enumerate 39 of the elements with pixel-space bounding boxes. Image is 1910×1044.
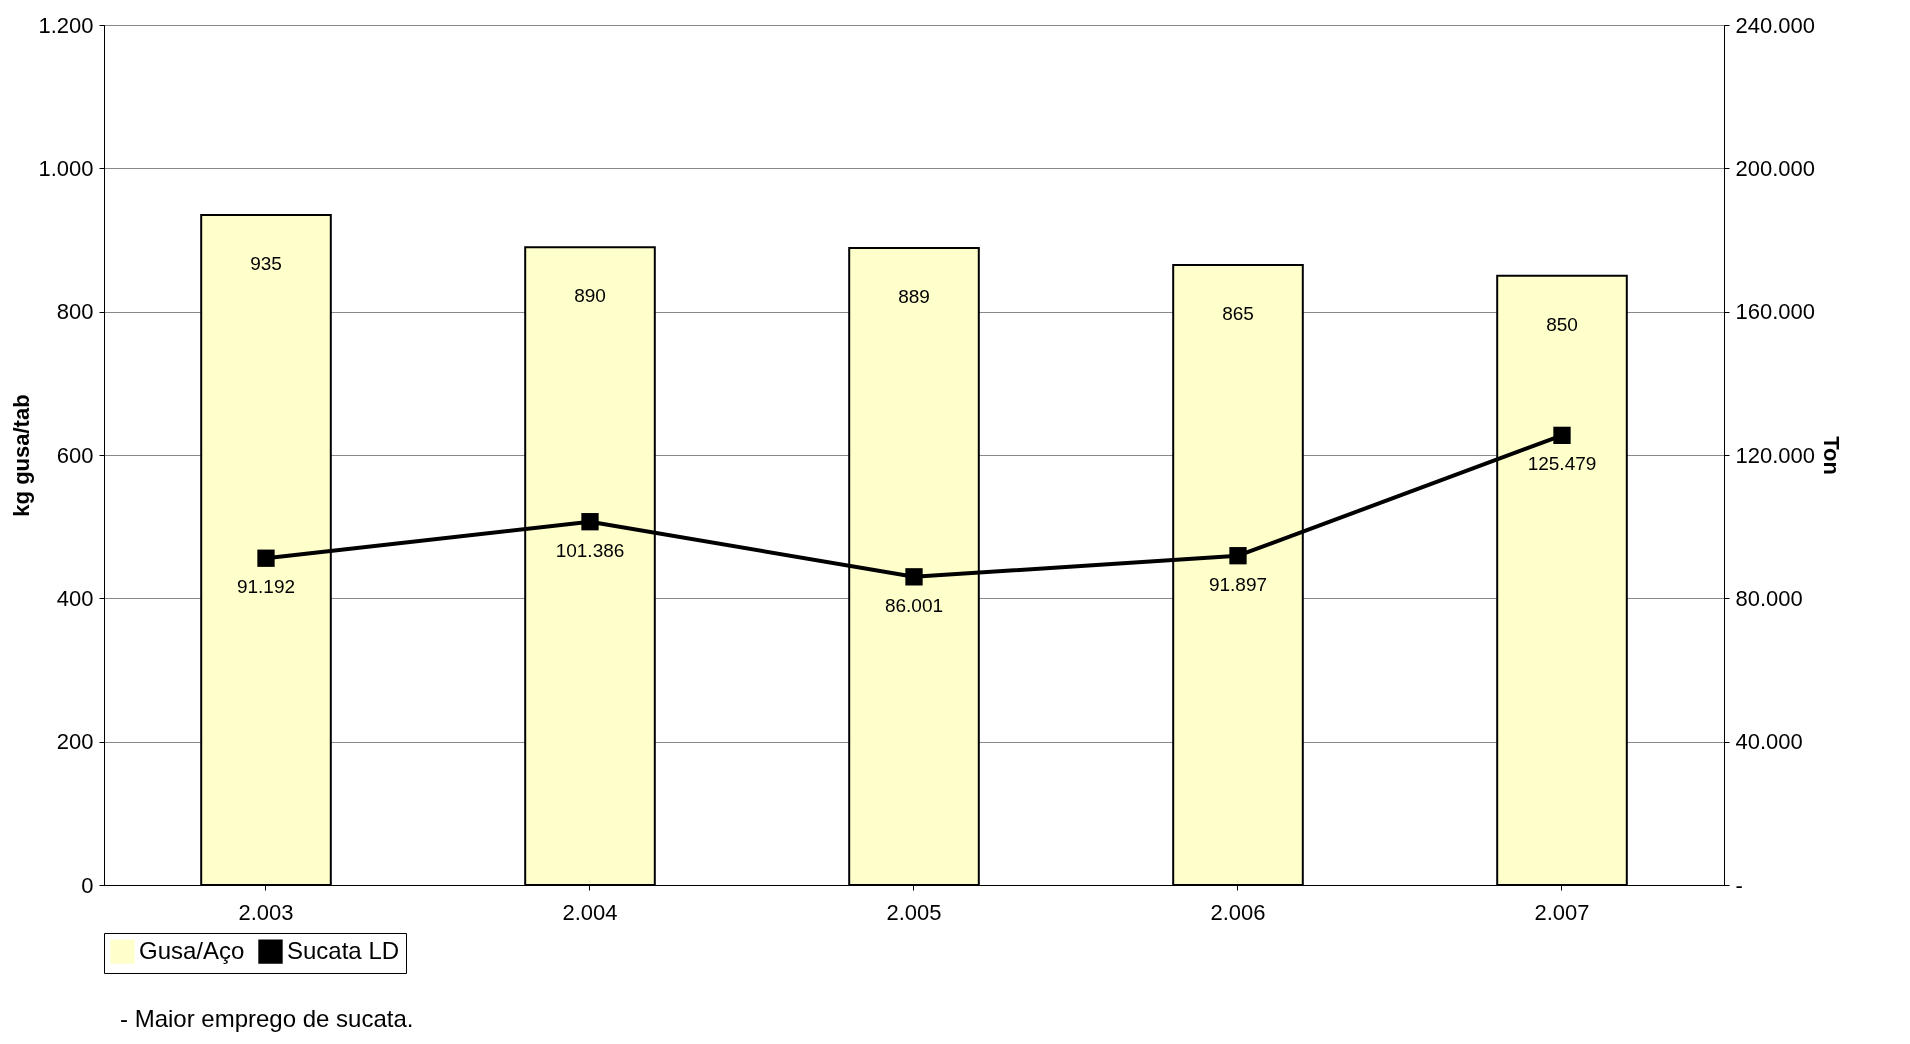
point: [581, 513, 599, 531]
data-label: 850: [1546, 313, 1578, 335]
y2-tick-label: 200.000: [1735, 155, 1816, 181]
x-tick-label: 2.006: [1210, 899, 1266, 925]
y2-tick-label: 120.000: [1735, 442, 1816, 468]
y2-axis-title: Ton: [1819, 436, 1845, 475]
y-tick-label: 1.200: [38, 12, 94, 38]
x-tick-label: 2.005: [886, 899, 942, 925]
y2-tick-label: -: [1735, 872, 1743, 898]
y-tick-label: 800: [56, 299, 94, 325]
legend-label: Sucata LD: [287, 936, 400, 964]
text: - Maior emprego de sucata.: [120, 1005, 414, 1033]
y2-tick-label: 80.000: [1735, 585, 1803, 611]
data-label: 890: [574, 285, 606, 307]
data-label: 889: [898, 285, 930, 307]
point: [905, 568, 923, 586]
y-tick-label: 600: [56, 442, 94, 468]
data-label: 125.479: [1527, 453, 1597, 475]
data-label: 91.897: [1208, 573, 1268, 595]
x-tick-label: 2.003: [238, 899, 294, 925]
data-label: 101.386: [555, 539, 625, 561]
data-label: 865: [1222, 303, 1254, 325]
y-tick-label: 200: [56, 729, 94, 755]
y2-tick-label: 160.000: [1735, 299, 1816, 325]
x-tick-label: 2.007: [1534, 899, 1590, 925]
data-label: 935: [250, 252, 282, 274]
point: [1553, 426, 1571, 445]
data-label: 91.192: [236, 576, 296, 598]
y2-tick-label: 240.000: [1735, 12, 1816, 38]
y-tick-label: 1.000: [38, 155, 94, 181]
data-label: 86.001: [884, 594, 944, 616]
point: [257, 549, 275, 567]
y-tick-label: 0: [81, 872, 94, 898]
x-tick-label: 2.004: [562, 899, 618, 925]
y-tick-label: 400: [56, 585, 94, 611]
y2-tick-label: 40.000: [1735, 729, 1803, 755]
legend-label: Gusa/Aço: [139, 936, 245, 964]
y-axis-title: kg gusa/tab: [9, 394, 35, 517]
point: [1229, 547, 1247, 565]
